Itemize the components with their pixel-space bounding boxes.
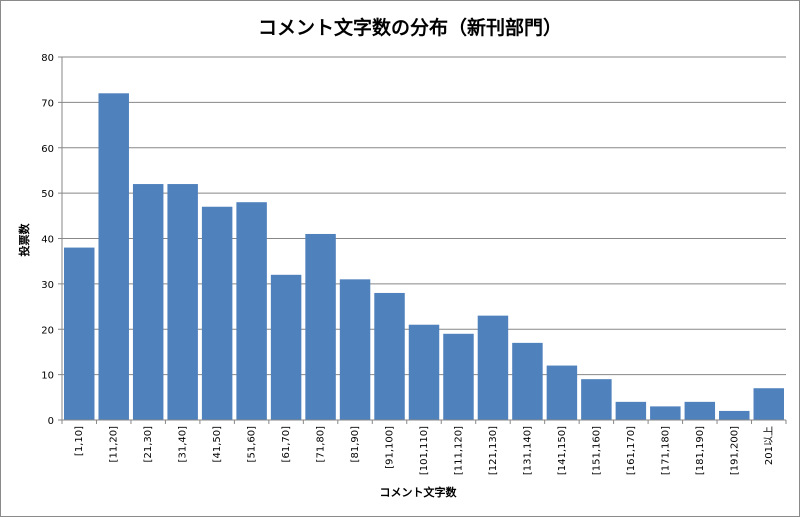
y-tick-label: 50	[41, 189, 54, 200]
x-tick-label: [101,110]	[419, 426, 430, 475]
y-tick-label: 20	[41, 325, 54, 336]
y-axis-title: 投票数	[17, 223, 31, 257]
bar	[650, 406, 681, 420]
x-tick-label: [31,40]	[178, 426, 189, 463]
bar	[512, 342, 543, 420]
x-tick-label: [41,50]	[212, 426, 223, 463]
y-tick-label: 0	[48, 416, 54, 427]
x-tick-label: [81,90]	[350, 426, 361, 463]
bar	[98, 93, 129, 421]
bar	[132, 184, 164, 420]
bar	[374, 292, 405, 420]
x-tick-label: [11,20]	[109, 426, 120, 463]
y-tick-label: 10	[41, 371, 54, 382]
x-tick-label: [21,30]	[143, 426, 154, 463]
x-axis-ticks: [1,10] [11,20] [21,30] [31,40] [41,50] [51,60…	[61, 420, 787, 475]
bar	[270, 274, 302, 420]
y-tick-label: 80	[41, 53, 54, 64]
x-tick-label: [111,120]	[453, 426, 464, 475]
x-tick-label: 201以上	[763, 426, 775, 465]
y-tick-label: 60	[41, 144, 54, 155]
bar	[201, 206, 233, 420]
bar	[477, 315, 509, 420]
chart-title: コメント文字数の分布（新刊部門）	[258, 16, 562, 39]
bar	[684, 401, 716, 420]
bar	[546, 365, 578, 420]
x-tick-label: [61,70]	[281, 426, 292, 463]
bars	[64, 93, 784, 421]
bar	[581, 379, 612, 420]
x-tick-label: [131,140]	[522, 426, 533, 475]
bar	[753, 388, 784, 420]
y-tick-label: 30	[41, 280, 54, 291]
x-tick-label: [121,130]	[488, 426, 499, 475]
y-axis-ticks: 0 10 20 30 40 50 60 70 80	[41, 53, 62, 427]
axes	[61, 57, 786, 421]
x-tick-label: [1,10]	[74, 426, 85, 456]
bar	[719, 410, 750, 420]
bar	[408, 324, 440, 420]
y-tick-label: 70	[41, 98, 54, 109]
bar	[339, 279, 371, 420]
bar	[305, 233, 336, 420]
x-tick-label: [161,170]	[626, 426, 637, 475]
x-tick-label: [71,80]	[316, 426, 327, 463]
x-tick-label: [51,60]	[247, 426, 258, 463]
x-tick-label: [191,200]	[729, 426, 740, 475]
x-tick-label: [141,150]	[557, 426, 568, 475]
bar	[64, 247, 95, 420]
x-tick-label: [151,160]	[591, 426, 602, 475]
bar	[615, 401, 647, 420]
x-tick-label: [91,100]	[385, 426, 396, 469]
x-tick-label: [171,180]	[660, 426, 671, 475]
bar	[443, 333, 474, 420]
x-axis-title: コメント文字数	[380, 485, 458, 499]
y-tick-label: 40	[41, 235, 54, 246]
bar	[167, 184, 198, 420]
x-tick-label: [181,190]	[695, 426, 706, 475]
bar	[236, 202, 267, 420]
